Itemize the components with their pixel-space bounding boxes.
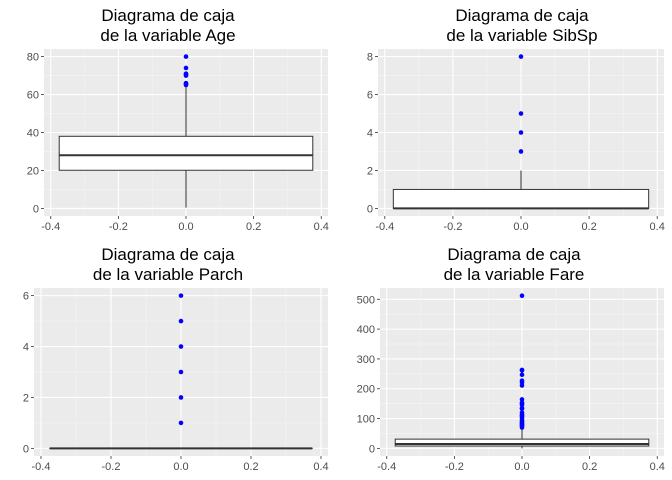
outlier-point	[519, 400, 525, 406]
outlier-point	[183, 65, 189, 71]
y-tick-label: 60	[27, 90, 39, 102]
box-iqr	[394, 438, 650, 447]
x-tick-label: 0.4	[313, 461, 328, 473]
outlier-point	[183, 80, 189, 86]
y-tick-label: 2	[367, 165, 373, 177]
chart-title-age: Diagrama de caja de la variable Age	[0, 6, 336, 46]
x-tick-label: 0.2	[581, 221, 596, 233]
chart-panel-fare: Diagrama de caja de la variable Fare -0.…	[336, 240, 672, 480]
y-tick-label: 500	[357, 294, 375, 306]
outlier-point	[519, 405, 525, 411]
boxplot-fare: -0.4 -0.2 0.0 0.2 0.4 0 100 200 300 400 500	[357, 288, 665, 473]
chart-title-parch: Diagrama de caja de la variable Parch	[0, 245, 336, 285]
chart-panel-sibsp: Diagrama de caja de la variable SibSp -0…	[336, 0, 672, 240]
box-iqr	[58, 135, 314, 171]
outlier-point	[518, 130, 524, 135]
outlier-point	[518, 111, 524, 116]
y-tick-label: 4	[23, 342, 29, 354]
y-tick-label: 4	[367, 128, 373, 140]
chart-title-line2: de la variable Age	[100, 26, 236, 45]
y-tick-label: 0	[367, 203, 373, 215]
chart-panel-age: Diagrama de caja de la variable Age -0.4…	[0, 0, 336, 240]
x-tick-label: 0.2	[246, 221, 261, 233]
boxplot-parch: -0.4 -0.2 0.0 0.2 0.4 0 2 4 6	[23, 288, 329, 473]
chart-title-line2: de la variable Fare	[443, 265, 585, 284]
chart-title-line1: Diagrama de caja	[101, 245, 235, 264]
chart-title-sibsp: Diagrama de caja de la variable SibSp	[354, 6, 672, 46]
x-tick-label: 0.2	[243, 461, 258, 473]
outlier-point	[518, 54, 524, 59]
outlier-point	[519, 367, 525, 373]
x-tick-label: 0.2	[582, 461, 597, 473]
chart-title-line2: de la variable SibSp	[446, 26, 598, 45]
y-tick-label: 0	[23, 443, 29, 455]
y-tick-label: 8	[367, 52, 373, 64]
chart-title-fare: Diagrama de caja de la variable Fare	[346, 245, 672, 285]
outlier-point	[519, 410, 525, 415]
x-tick-label: -0.4	[377, 461, 396, 473]
y-tick-label: 20	[27, 165, 39, 177]
y-tick-label: 200	[357, 384, 375, 396]
chart-title-line1: Diagrama de caja	[447, 245, 581, 264]
x-tick-label: 0.0	[513, 221, 528, 233]
x-tick-label: -0.2	[102, 461, 121, 473]
boxplot-sibsp: -0.4 -0.2 0.0 0.2 0.4 0 2 4 6 8	[367, 49, 665, 233]
outlier-point	[178, 293, 184, 298]
x-tick-label: 0.4	[650, 221, 665, 233]
box-iqr	[392, 188, 650, 209]
x-tick-label: 0.4	[314, 221, 329, 233]
x-tick-label: -0.2	[443, 221, 462, 233]
outlier-point	[178, 420, 184, 426]
outlier-point	[183, 71, 189, 76]
outlier-point	[178, 369, 184, 375]
x-tick-label: -0.2	[109, 221, 128, 233]
outlier-point	[518, 149, 524, 154]
x-tick-label: -0.4	[375, 221, 394, 233]
y-tick-label: 6	[367, 90, 373, 102]
y-tick-label: 40	[27, 128, 39, 140]
chart-title-line2: de la variable Parch	[92, 265, 244, 284]
outlier-point	[519, 378, 525, 383]
outlier-point	[178, 344, 184, 349]
y-tick-label: 0	[369, 443, 375, 455]
x-tick-label: 0.0	[514, 461, 529, 473]
chart-title-line1: Diagrama de caja	[101, 6, 235, 25]
y-tick-label: 2	[23, 392, 29, 404]
chart-title-line1: Diagrama de caja	[455, 6, 589, 25]
x-tick-label: 0.0	[178, 221, 193, 233]
x-tick-label: 0.0	[173, 461, 188, 473]
boxplot-age: -0.4 -0.2 0.0 0.2 0.4 0 20 40 60 80	[27, 49, 329, 233]
x-tick-label: -0.4	[41, 221, 60, 233]
x-tick-label: 0.4	[650, 461, 665, 473]
outlier-point	[519, 372, 525, 378]
outlier-point	[183, 54, 189, 59]
outlier-point	[178, 318, 184, 324]
outlier-point	[178, 395, 184, 400]
outlier-point	[519, 293, 525, 299]
y-tick-label: 400	[357, 324, 375, 336]
y-tick-label: 300	[357, 354, 375, 366]
y-tick-label: 100	[357, 414, 375, 426]
y-tick-label: 0	[33, 203, 39, 215]
y-tick-label: 80	[27, 52, 39, 64]
chart-panel-parch: Diagrama de caja de la variable Parch -0…	[0, 240, 336, 480]
x-tick-label: -0.4	[32, 461, 51, 473]
y-tick-label: 6	[23, 291, 29, 303]
x-tick-label: -0.2	[445, 461, 464, 473]
outlier-point	[519, 397, 525, 402]
